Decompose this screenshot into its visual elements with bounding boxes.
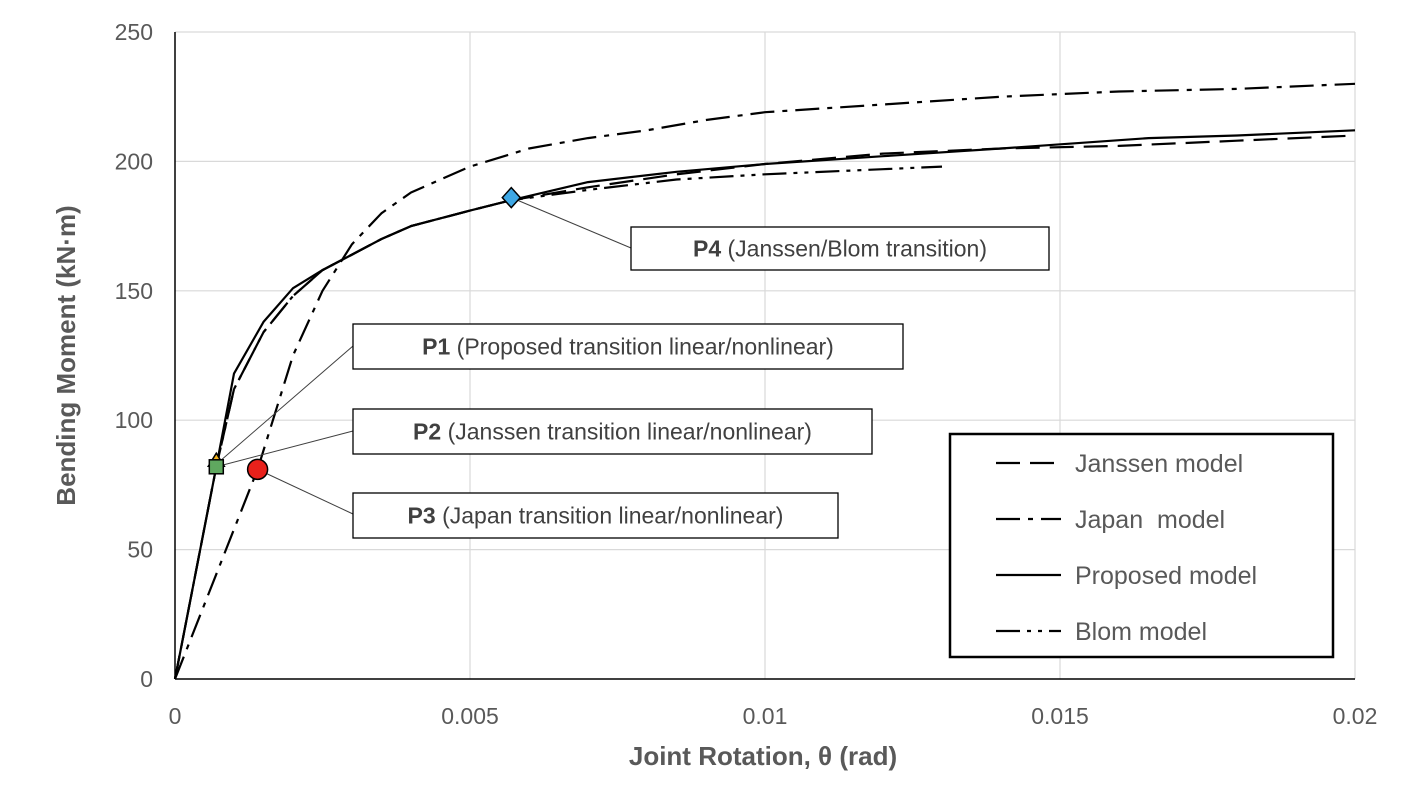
series-line-2	[173, 82, 1356, 680]
x-tick-label: 0.005	[441, 703, 499, 729]
y-tick-label: 50	[127, 537, 153, 563]
annotation-label-p3: P3 (Japan transition linear/nonlinear)	[408, 503, 784, 529]
leader-line-p2	[216, 430, 354, 468]
annotation-box-p4	[630, 226, 1050, 271]
leader-line-p4	[511, 197, 632, 249]
x-tick-label: 0	[169, 703, 182, 729]
marker-p2	[208, 459, 225, 475]
y-tick-label: 0	[140, 666, 153, 692]
marker-p3	[246, 458, 269, 481]
annotation-point-id: P3	[408, 503, 436, 529]
y-tick-label: 250	[115, 19, 153, 45]
annotation-point-id: P2	[413, 419, 441, 445]
annotation-point-id: P4	[693, 236, 721, 262]
y-tick-label: 200	[115, 148, 153, 174]
annotation-description: (Japan transition linear/nonlinear)	[436, 503, 784, 529]
x-axis-title: Joint Rotation, θ (rad)	[629, 741, 897, 771]
annotation-point-id: P1	[422, 334, 450, 360]
leader-line-p3	[257, 468, 354, 515]
x-tick-label: 0.01	[743, 703, 788, 729]
leader-line-p1	[215, 345, 354, 465]
x-tick-label: 0.015	[1031, 703, 1089, 729]
y-tick-label: 100	[115, 407, 153, 433]
series-lines	[173, 82, 1356, 680]
y-axis-title: Bending Moment (kN·m)	[51, 205, 81, 505]
legend-label-2: Japan model	[1075, 506, 1225, 534]
annotation-box-p3	[352, 492, 839, 539]
y-tick-label: 150	[115, 278, 153, 304]
legend-label-1: Janssen model	[1075, 450, 1243, 478]
annotation-description: (Proposed transition linear/nonlinear)	[450, 334, 834, 360]
annotation-label-p1: P1 (Proposed transition linear/nonlinear…	[422, 334, 834, 360]
legend-label-3: Proposed model	[1075, 562, 1257, 590]
annotation-label-p2: P2 (Janssen transition linear/nonlinear)	[413, 419, 812, 445]
series-line-4	[173, 165, 943, 680]
annotation-description: (Janssen/Blom transition)	[721, 236, 987, 262]
transition-markers	[206, 186, 522, 481]
legend-box	[948, 432, 1335, 659]
axes: 0 50 100 150 200 250 0 0.005 0.01 0.015 0.02	[115, 19, 1378, 729]
annotation-leaders	[215, 197, 632, 515]
annotation-description: (Janssen transition linear/nonlinear)	[441, 419, 812, 445]
annotation-label-p4: P4 (Janssen/Blom transition)	[693, 236, 987, 262]
x-tick-label: 0.02	[1333, 703, 1378, 729]
annotation-box-p1	[352, 323, 904, 370]
annotation-box-p2	[352, 408, 873, 455]
legend: Janssen model Japan model Proposed model Bl…	[948, 432, 1335, 659]
marker-p4	[501, 186, 522, 209]
legend-label-4: Blom model	[1075, 618, 1207, 646]
annotations: P1 (Proposed transition linear/nonlinear…	[352, 226, 1050, 539]
